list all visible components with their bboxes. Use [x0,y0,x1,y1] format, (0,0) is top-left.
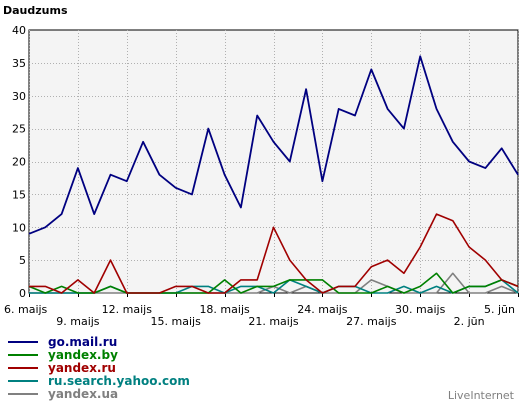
x-tick-label: 12. maijs [102,303,153,316]
y-tick-label: 25 [12,123,26,136]
x-tick-label: 21. maijs [248,315,299,328]
y-tick-label: 30 [12,90,26,103]
x-tick-label: 5. jūn [484,303,515,316]
y-axis-ticks: 0 5 10 15 20 25 30 35 40 [12,24,26,300]
y-tick-label: 35 [12,57,26,70]
x-tick-label: 2. jūn [454,315,485,328]
x-tick-label: 15. maijs [151,315,202,328]
y-tick-label: 5 [19,254,26,267]
y-tick-label: 40 [12,24,26,37]
x-tick-label: 9. maijs [56,315,100,328]
plot-area [28,29,519,294]
legend-label: yandex.ru [48,361,116,375]
series-line-go-mail-ru [28,55,519,235]
x-tick-label: 18. maijs [199,303,250,316]
y-tick-label: 15 [12,188,26,201]
y-tick-label: 10 [12,221,26,234]
x-tick-label: 30. maijs [395,303,446,316]
legend: go.mail.ruyandex.byyandex.ruru.search.ya… [8,335,190,401]
legend-label: yandex.by [48,348,118,362]
series-line-yandex-ru [29,213,519,294]
y-tick-label: 20 [12,156,26,169]
legend-label: ru.search.yahoo.com [48,374,190,388]
x-tick-label: 6. maijs [4,303,48,316]
x-tick-label: 24. maijs [297,303,348,316]
x-tick-label: 27. maijs [346,315,397,328]
series-line-yandex-by [28,272,519,294]
y-tick-label: 0 [19,287,26,300]
legend-label: go.mail.ru [48,335,117,349]
grid [29,30,519,297]
brand-label: LiveInternet [448,389,515,402]
y-axis-title: Daudzums [3,4,68,17]
series-lines [28,55,519,294]
legend-label: yandex.ua [48,387,118,401]
